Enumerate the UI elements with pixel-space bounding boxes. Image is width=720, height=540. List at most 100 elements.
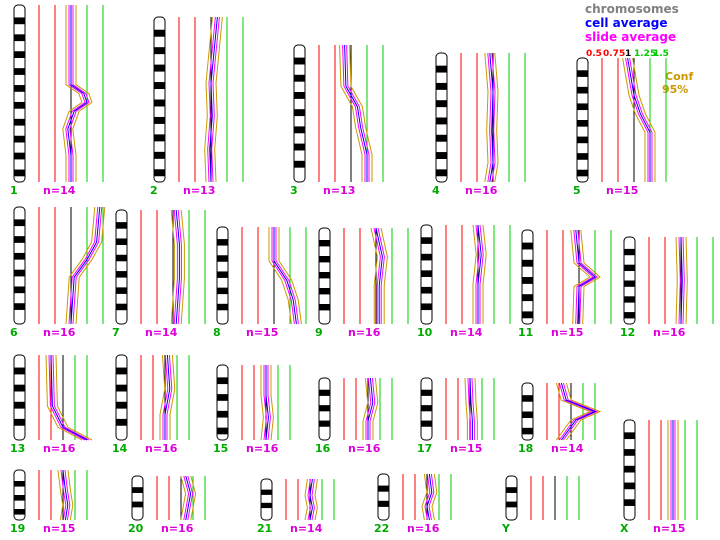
ideogram-band [217, 303, 228, 311]
ideogram-band [116, 238, 127, 245]
n-label: n=14 [450, 326, 483, 339]
cell-average-line [265, 365, 269, 441]
panel-chr-22: 22 n=16 [374, 473, 452, 535]
conf-band-line [464, 377, 468, 440]
panel-chr-1: 1 n=14 [10, 4, 104, 197]
slide-average-line [177, 209, 182, 325]
ideogram-band [116, 367, 127, 375]
ideogram-chr-14 [115, 354, 128, 441]
n-label: n=14 [290, 522, 323, 535]
slide-average-line [491, 52, 496, 183]
chrom-label: 8 [213, 326, 221, 339]
ideogram-band [154, 99, 165, 107]
n-label: n=15 [450, 442, 482, 455]
ideogram-band [577, 70, 588, 77]
ideogram-band [421, 237, 432, 244]
slide-average-line [487, 52, 492, 183]
chrom-label: 1 [10, 184, 18, 197]
ideogram-band [506, 501, 517, 508]
ideogram-band [217, 287, 228, 295]
ideogram-band [378, 485, 389, 492]
ideogram-band [522, 294, 533, 302]
ideogram-band [319, 304, 330, 311]
conf-band-line [675, 236, 678, 325]
cell-average-line [309, 478, 313, 521]
ideogram-band [14, 34, 25, 42]
ideogram-band [577, 103, 588, 111]
conf-band-line [204, 16, 213, 183]
chrom-label: 9 [315, 326, 323, 339]
chrom-label: 5 [573, 184, 581, 197]
panel-chr-17: 17 n=15 [417, 377, 495, 455]
n-label: n=16 [43, 442, 76, 455]
ideogram-band [436, 152, 447, 159]
ideogram-band [14, 481, 25, 487]
ideogram-band [14, 51, 25, 59]
n-label: n=16 [43, 326, 76, 339]
conf-band-line [362, 377, 369, 440]
slide-average-line [428, 473, 435, 521]
slide-average-line [60, 469, 67, 521]
ideogram-band [319, 240, 330, 247]
slide-average-line [678, 236, 681, 325]
conf-band-line [431, 473, 438, 521]
n-label: n=16 [465, 184, 498, 197]
ideogram-band [116, 271, 127, 278]
conf-band-line [570, 229, 591, 325]
n-label: n=13 [183, 184, 215, 197]
conf-band-line [580, 229, 601, 325]
slide-average-line [577, 229, 598, 325]
ideogram-band [624, 264, 635, 272]
slide-average-line [267, 365, 271, 441]
ideogram-band [522, 395, 533, 402]
conf-band-line [380, 227, 388, 324]
panel-chr-14: 14 n=16 [112, 354, 190, 455]
ideogram-band [14, 303, 25, 310]
ideogram-band [14, 85, 25, 92]
slide-average-line [211, 16, 220, 183]
conf-band-line [180, 209, 185, 325]
ideogram-band [624, 482, 635, 490]
cell-average-line [489, 52, 494, 183]
conf-band-line [180, 475, 187, 521]
ideogram-band [261, 502, 272, 509]
ideogram-band [154, 134, 165, 142]
ideogram-band [154, 169, 165, 177]
conf-band-line [314, 478, 318, 521]
slide-average-line [162, 354, 169, 440]
ideogram-band [522, 277, 533, 284]
ideogram-band [421, 405, 432, 412]
ideogram-chr-13 [13, 354, 26, 441]
cell-average-line [175, 209, 180, 325]
ideogram-chr-Y [505, 475, 518, 521]
slide-average-line [69, 5, 90, 182]
ideogram-band [294, 74, 305, 82]
ideogram-band [421, 286, 432, 294]
slide-average-line [365, 377, 372, 440]
n-label: n=15 [606, 184, 638, 197]
ideogram-band [217, 271, 228, 278]
slide-average-line [271, 227, 295, 325]
legend-conf-95: 95% [662, 83, 688, 96]
ideogram-band [522, 259, 533, 267]
slide-average-line [263, 365, 267, 441]
cell-average-line [575, 229, 596, 325]
ideogram-band [522, 242, 533, 250]
ideogram-band [217, 394, 228, 401]
ideogram-band [319, 405, 330, 412]
slide-average-line [377, 227, 385, 324]
panel-chr-5: 5 n=15 [573, 57, 667, 197]
ideogram-band [14, 269, 25, 277]
slide-average-line [52, 354, 90, 441]
slide-average-line [207, 16, 216, 183]
n-label: n=15 [43, 522, 75, 535]
ideogram-band [421, 389, 432, 396]
conf-band-line [270, 365, 274, 441]
chrom-label: 19 [10, 522, 25, 535]
chrom-label: 18 [518, 442, 533, 455]
panel-chr-7: 7 n=14 [112, 209, 206, 339]
ideogram-band [436, 169, 447, 177]
conf-band-line [75, 206, 106, 325]
conf-band-line [349, 44, 373, 182]
cell-average-line [375, 227, 383, 324]
